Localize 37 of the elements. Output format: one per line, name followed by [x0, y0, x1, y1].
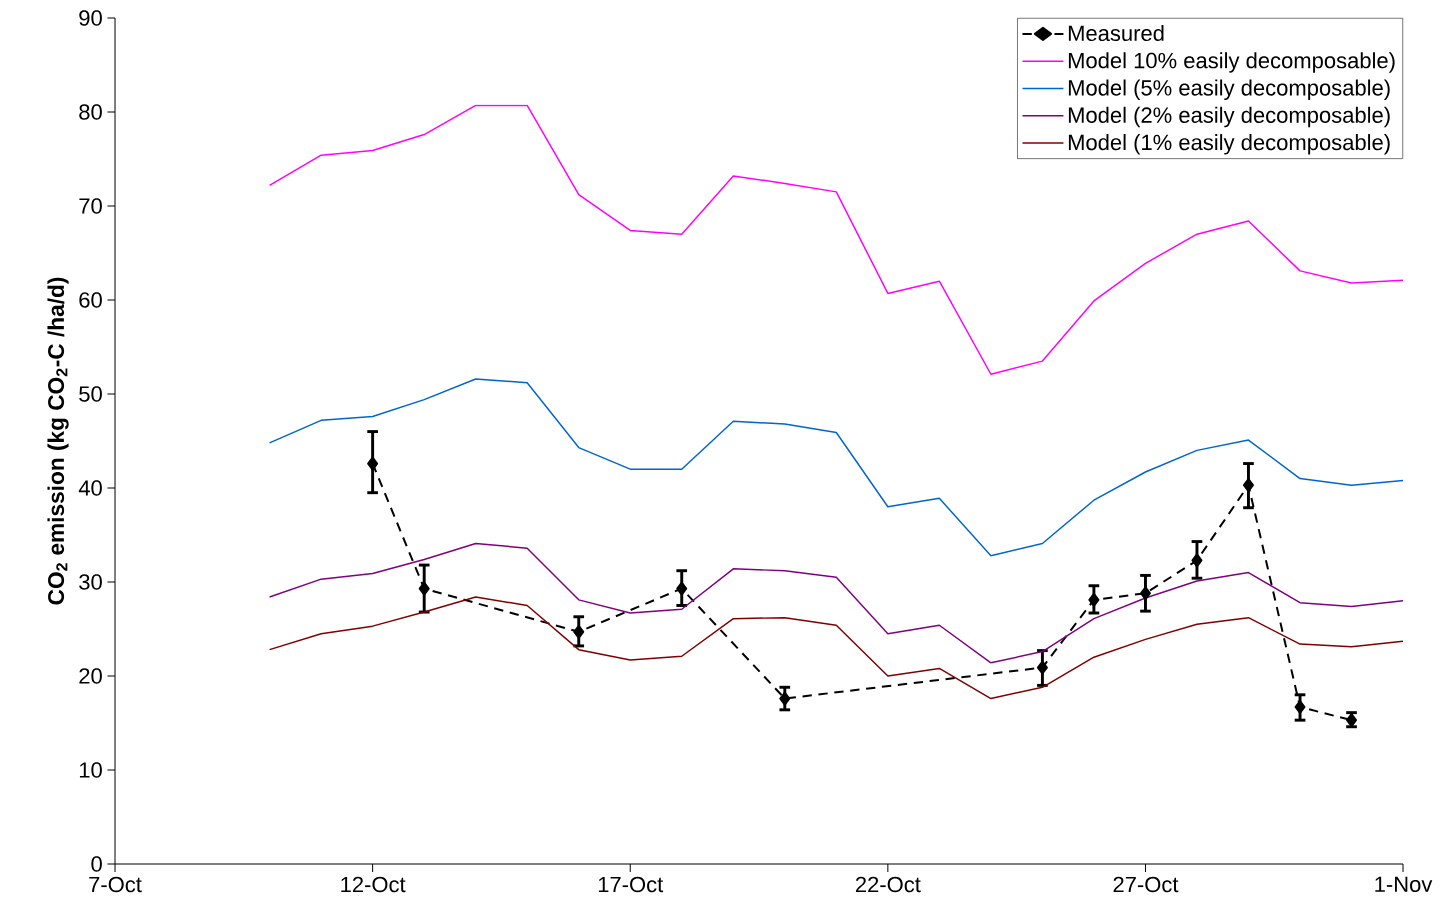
legend-label: Measured: [1068, 24, 1164, 42]
point: [1294, 700, 1306, 714]
legend-label: Model (1% easily decomposable): [1068, 134, 1390, 155]
point: [418, 581, 430, 596]
y-tick-label: 20: [79, 668, 102, 684]
point: [1036, 660, 1048, 675]
x-tick-label: 1-Nov: [1375, 876, 1433, 893]
x-tick-label: 22-Oct: [855, 876, 921, 893]
line-series: [268, 596, 1404, 700]
y-tick-label: 80: [79, 104, 102, 120]
x-tick-label: 27-Oct: [1113, 876, 1179, 893]
line-series: [268, 378, 1404, 557]
point: [573, 624, 585, 639]
point: [367, 456, 379, 471]
y-tick-label: 40: [78, 480, 102, 496]
legend-label: Model 10% easily decomposable): [1068, 52, 1395, 73]
point: [1191, 553, 1203, 568]
x-tick-label: 12-Oct: [341, 876, 406, 893]
legend-label: Model (2% easily decomposable): [1068, 106, 1390, 128]
y-axis-title: CO$_{2}$ emission (kg CO$_{2}$-C /ha/d): [47, 277, 69, 605]
point: [779, 691, 791, 706]
point: [1139, 586, 1151, 601]
y-tick-label: 70: [79, 198, 102, 214]
point: [1088, 592, 1100, 607]
y-tick-label: 60: [79, 292, 102, 308]
point: [1242, 478, 1254, 493]
y-tick-label: 30: [79, 574, 102, 590]
y-tick-label: 0: [91, 856, 102, 872]
x-tick-label: 17-Oct: [598, 876, 664, 893]
y-tick-label: 10: [79, 762, 102, 778]
point: [676, 581, 688, 596]
line-series: [268, 542, 1404, 664]
y-tick-label: 50: [79, 386, 102, 402]
y-tick-label: 90: [79, 10, 102, 26]
line-series: [268, 104, 1404, 375]
x-tick-label: 7-Oct: [89, 876, 142, 893]
legend-label: Model (5% easily decomposable): [1068, 79, 1390, 100]
